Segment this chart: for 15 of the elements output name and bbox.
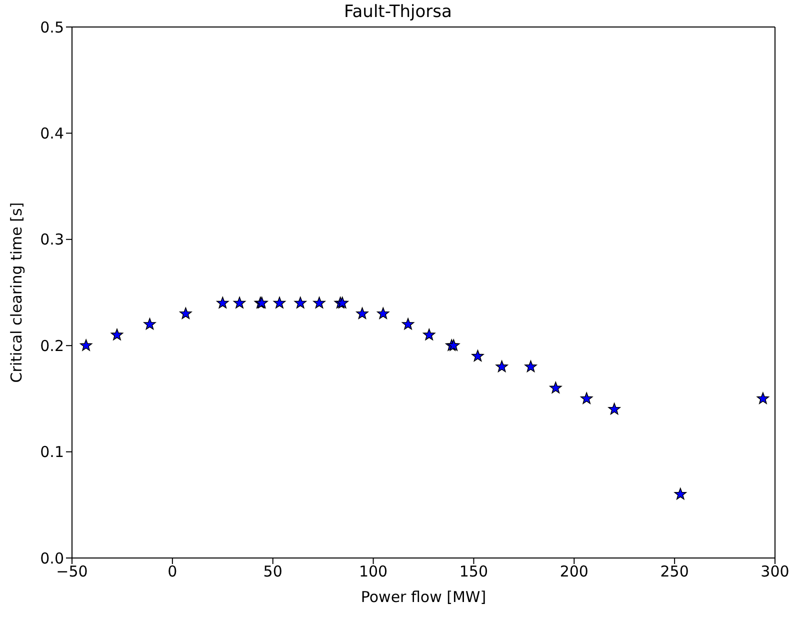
chart-title: Fault-Thjorsa: [344, 2, 452, 22]
y-tick-label: 0.1: [40, 443, 64, 462]
y-tick-label: 0.2: [40, 336, 64, 355]
x-tick-label: 250: [660, 562, 689, 581]
x-tick-label: 100: [358, 562, 388, 581]
x-tick-label: 200: [560, 562, 588, 581]
x-tick-label: 300: [760, 562, 790, 581]
x-tick-label: 0: [168, 562, 178, 581]
y-tick-label: 0.5: [40, 18, 64, 36]
y-axis-title: Critical clearing time [s]: [7, 202, 26, 383]
y-tick-label: 0.3: [40, 230, 64, 249]
x-tick-label: 150: [459, 562, 488, 581]
x-tick-label: 50: [263, 562, 282, 581]
y-tick-label: 0.4: [40, 124, 64, 143]
x-axis-title: Power flow [MW]: [360, 588, 486, 606]
